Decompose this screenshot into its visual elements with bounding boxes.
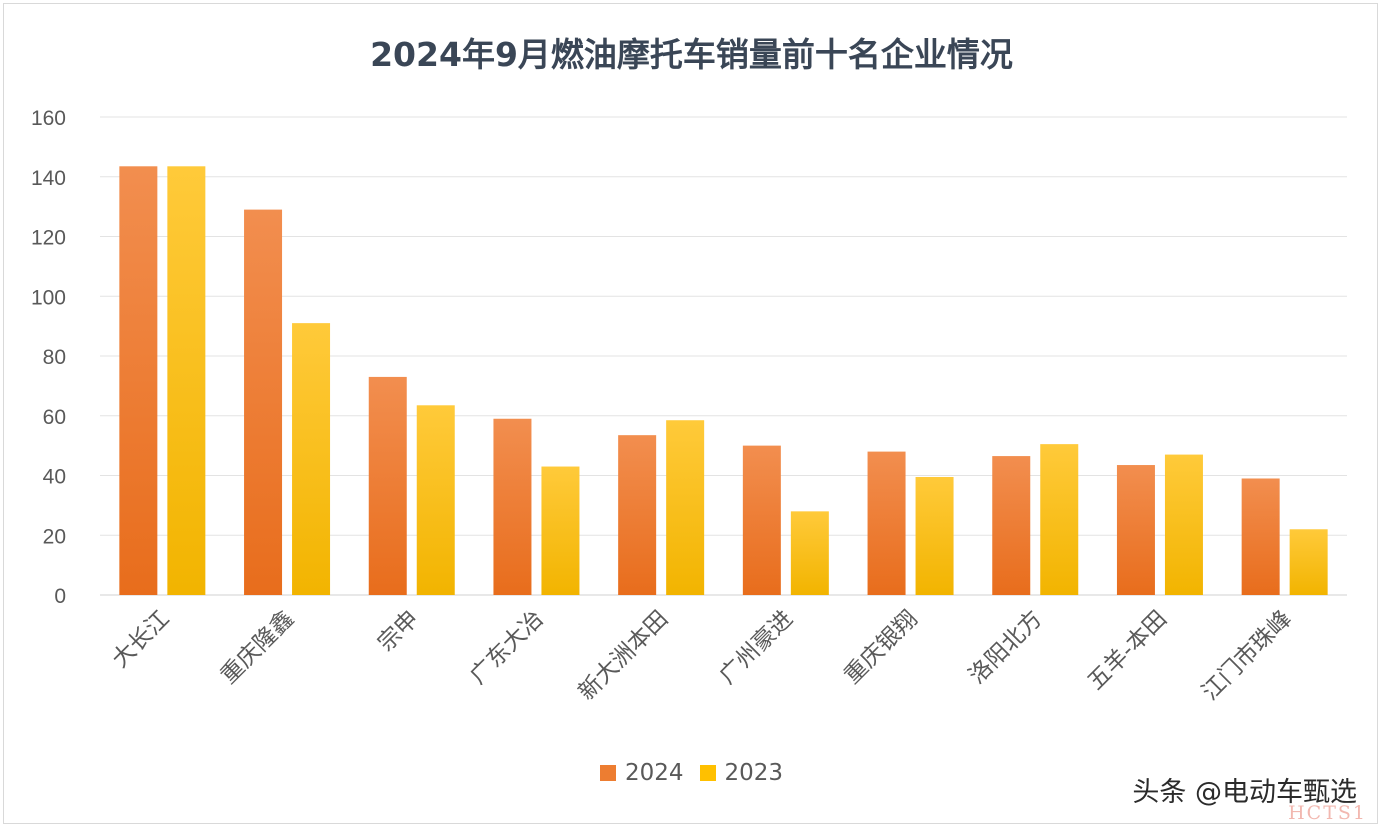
- bar-2024-8: [1116, 465, 1155, 595]
- x-tick-label: 五羊-本田: [1083, 606, 1172, 695]
- y-tick-label: 60: [43, 406, 66, 429]
- legend-item-2024: 2024: [599, 760, 684, 786]
- y-tick-label: 80: [43, 346, 66, 369]
- legend-swatch-2023: [699, 765, 716, 781]
- x-tick-label: 洛阳北方: [964, 606, 1047, 689]
- legend-label-2023: 2023: [724, 760, 784, 786]
- y-tick-label: 120: [31, 227, 66, 250]
- bar-2023-2: [416, 405, 455, 595]
- legend: 2024 2023: [0, 760, 1383, 786]
- bar-2023-7: [1040, 444, 1079, 595]
- x-tick-label: 宗申: [373, 606, 424, 657]
- x-tick-label: 广州豪进: [715, 606, 798, 689]
- legend-swatch-2024: [599, 765, 616, 781]
- chart-frame: [3, 3, 1378, 824]
- bar-2023-5: [790, 511, 829, 595]
- bar-2024-7: [992, 456, 1031, 595]
- legend-item-2023: 2023: [699, 760, 784, 786]
- x-tick-label: 新大洲本田: [574, 606, 674, 706]
- x-tick-label: 大长江: [107, 606, 174, 673]
- bar-2023-8: [1164, 454, 1203, 595]
- legend-label-2024: 2024: [624, 760, 684, 786]
- bar-2023-1: [292, 323, 331, 595]
- x-tick-label: 广东大冶: [465, 606, 548, 689]
- bar-2023-9: [1289, 529, 1328, 595]
- watermark: 头条 @电动车甄选: [1132, 777, 1357, 808]
- bar-2024-4: [618, 435, 657, 595]
- bar-2024-5: [742, 445, 781, 595]
- y-tick-label: 20: [43, 525, 66, 548]
- bar-2023-6: [915, 476, 954, 595]
- y-tick-label: 160: [31, 107, 66, 130]
- y-tick-label: 100: [31, 286, 66, 309]
- bar-2024-6: [867, 451, 906, 595]
- chart-title: 2024年9月燃油摩托车销量前十名企业情况: [370, 35, 1013, 74]
- bar-2024-2: [368, 376, 407, 595]
- bar-2023-0: [167, 166, 206, 595]
- x-tick-label: 重庆银翔: [839, 606, 922, 689]
- bar-2024-3: [493, 418, 532, 595]
- y-tick-label: 0: [54, 585, 66, 608]
- bar-2024-9: [1241, 478, 1280, 595]
- corner-mark: HCTS1: [1288, 802, 1367, 824]
- x-tick-label: 重庆隆鑫: [216, 606, 299, 689]
- bar-2024-1: [244, 209, 283, 596]
- y-tick-label: 140: [31, 167, 66, 190]
- bar-2023-3: [541, 466, 580, 595]
- bar-2024-0: [119, 166, 158, 595]
- x-tick-label: 江门市珠峰: [1197, 606, 1297, 706]
- y-tick-label: 40: [43, 466, 66, 489]
- bar-2023-4: [666, 420, 705, 595]
